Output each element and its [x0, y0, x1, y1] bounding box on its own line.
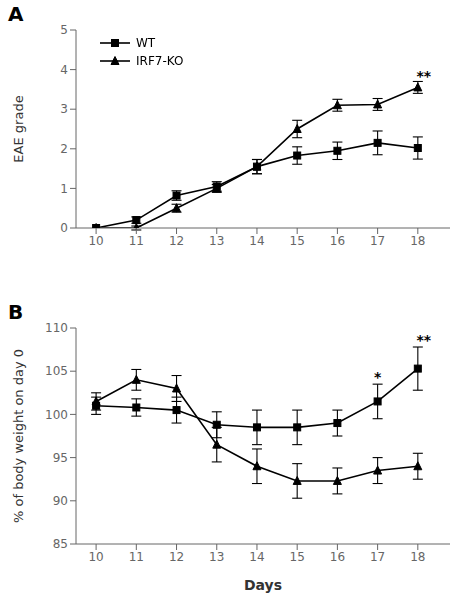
svg-text:18: 18 [410, 550, 425, 564]
svg-text:14: 14 [249, 550, 264, 564]
svg-text:*: * [374, 369, 382, 385]
svg-text:85: 85 [53, 537, 68, 551]
svg-text:10: 10 [88, 234, 103, 248]
svg-text:12: 12 [169, 550, 184, 564]
html-text:IRF7-KO: IRF7-KO [136, 54, 184, 68]
svg-text:15: 15 [290, 550, 305, 564]
svg-text:1: 1 [60, 182, 68, 196]
svg-text:110: 110 [45, 321, 68, 335]
html-text:WT: WT [136, 36, 156, 50]
svg-text:105: 105 [45, 364, 68, 378]
svg-text:EAE grade: EAE grade [11, 95, 26, 162]
svg-text:15: 15 [290, 234, 305, 248]
svg-text:17: 17 [370, 234, 385, 248]
svg-text:18: 18 [410, 234, 425, 248]
svg-text:14: 14 [249, 234, 264, 248]
svg-text:11: 11 [129, 550, 144, 564]
svg-text:100: 100 [45, 408, 68, 422]
svg-text:**: ** [417, 332, 432, 348]
svg-text:2: 2 [60, 142, 68, 156]
svg-text:0: 0 [60, 221, 68, 235]
svg-text:Days: Days [244, 577, 282, 593]
svg-text:12: 12 [169, 234, 184, 248]
svg-text:13: 13 [209, 550, 224, 564]
svg-text:95: 95 [53, 451, 68, 465]
svg-text:**: ** [417, 68, 432, 84]
svg-text:11: 11 [129, 234, 144, 248]
svg-text:16: 16 [330, 550, 345, 564]
html-text:A: A [8, 2, 24, 26]
svg-text:16: 16 [330, 234, 345, 248]
svg-text:13: 13 [209, 234, 224, 248]
svg-text:90: 90 [53, 494, 68, 508]
svg-text:10: 10 [88, 550, 103, 564]
svg-text:3: 3 [60, 102, 68, 116]
svg-text:% of body weight on day 0: % of body weight on day 0 [11, 349, 26, 523]
svg-text:5: 5 [60, 23, 68, 37]
svg-text:17: 17 [370, 550, 385, 564]
html-text:B: B [8, 300, 24, 324]
svg-text:4: 4 [60, 63, 68, 77]
